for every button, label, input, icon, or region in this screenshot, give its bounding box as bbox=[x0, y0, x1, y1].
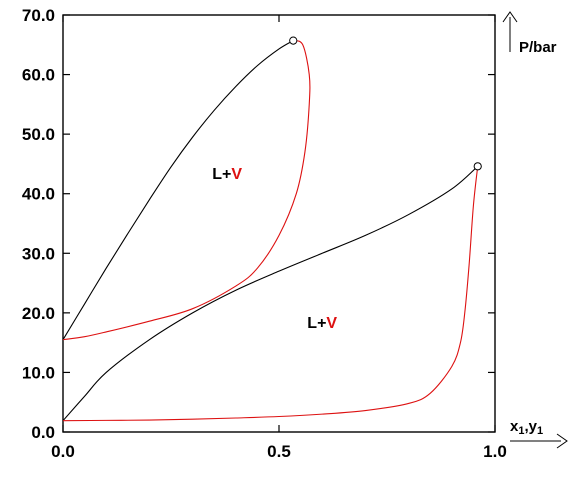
region-label: L+V bbox=[307, 315, 337, 332]
y-axis-label: P/bar bbox=[519, 39, 557, 56]
y-tick-label: 20.0 bbox=[22, 304, 55, 323]
y-tick-label: 50.0 bbox=[22, 125, 55, 144]
series-line-4 bbox=[62, 166, 479, 422]
x-axis-label: x1,y1 bbox=[510, 418, 543, 437]
y-tick-label: 70.0 bbox=[22, 6, 55, 25]
x-axis-arrow-head bbox=[556, 433, 568, 449]
x-tick-label: 0.5 bbox=[267, 442, 291, 461]
y-tick-label: 10.0 bbox=[22, 363, 55, 382]
y-tick-label: 0.0 bbox=[31, 423, 55, 442]
region-label: L+V bbox=[212, 166, 242, 183]
plot-frame bbox=[62, 14, 496, 433]
series-line-3 bbox=[62, 165, 479, 422]
series-line-1 bbox=[62, 40, 294, 340]
y-tick-label: 40.0 bbox=[22, 185, 55, 204]
x-tick-label: 1.0 bbox=[483, 442, 507, 461]
y-axis-arrow-head bbox=[502, 11, 518, 23]
x-tick-label: 0.0 bbox=[51, 442, 75, 461]
series-line-2 bbox=[62, 40, 311, 341]
y-tick-label: 30.0 bbox=[22, 244, 55, 263]
critical-point bbox=[289, 36, 298, 45]
y-tick-label: 60.0 bbox=[22, 66, 55, 85]
critical-point bbox=[473, 162, 482, 171]
